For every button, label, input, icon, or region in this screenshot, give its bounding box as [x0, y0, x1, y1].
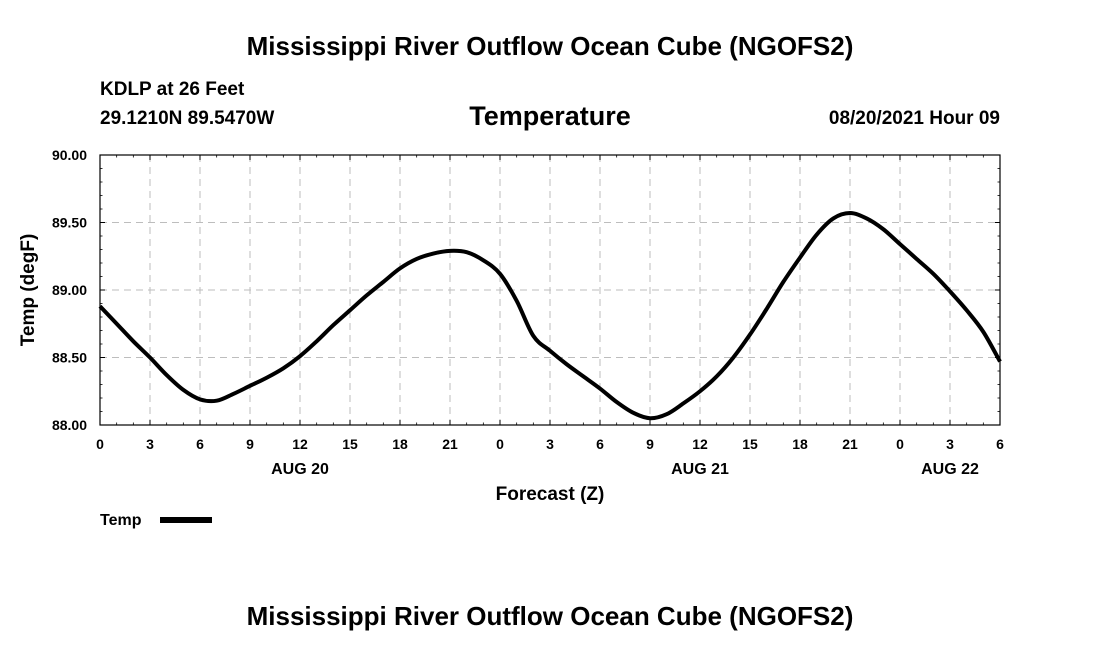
valid-time: 08/20/2021 Hour 09 — [829, 108, 1000, 129]
axis-ticks — [99, 154, 1001, 426]
y-tick-label: 89.50 — [52, 215, 87, 231]
x-tick-label: 21 — [842, 436, 858, 452]
x-tick-label: 18 — [392, 436, 408, 452]
series-layer — [98, 211, 1002, 421]
x-axis-label: Forecast (Z) — [496, 484, 605, 505]
grid-lines — [100, 155, 1000, 425]
x-tick-label: 21 — [442, 436, 458, 452]
station-coordinates: 29.1210N 89.5470W — [100, 108, 274, 129]
legend: Temp — [100, 512, 212, 529]
x-tick-label: 3 — [546, 436, 554, 452]
y-tick-label: 89.00 — [52, 282, 87, 298]
x-tick-label: 15 — [342, 436, 358, 452]
x-tick-label: 0 — [96, 436, 104, 452]
x-tick-label: 15 — [742, 436, 758, 452]
date-label: AUG 21 — [671, 461, 729, 478]
tick-labels: 0 3 6 9 12 15 18 21 0 3 6 9 12 15 18 21 0 3 6 88.00 88.50 89.… — [52, 147, 1004, 478]
x-tick-label: 6 — [196, 436, 204, 452]
y-tick-label: 88.00 — [52, 417, 87, 433]
x-tick-label: 3 — [946, 436, 954, 452]
x-tick-label: 6 — [596, 436, 604, 452]
y-tick-label: 90.00 — [52, 147, 87, 163]
x-tick-label: 3 — [146, 436, 154, 452]
x-tick-label: 9 — [246, 436, 254, 452]
x-tick-label: 0 — [896, 436, 904, 452]
chart-title: Temperature — [469, 101, 631, 131]
station-label: KDLP at 26 Feet — [100, 79, 245, 100]
footer-title: Mississippi River Outflow Ocean Cube (NG… — [247, 601, 854, 631]
x-tick-label: 12 — [292, 436, 308, 452]
date-label: AUG 22 — [921, 461, 979, 478]
x-tick-label: 9 — [646, 436, 654, 452]
x-tick-label: 18 — [792, 436, 808, 452]
date-label: AUG 20 — [271, 461, 329, 478]
legend-label: Temp — [100, 512, 142, 529]
y-axis-label: Temp (degF) — [18, 234, 39, 347]
x-tick-label: 12 — [692, 436, 708, 452]
page-title: Mississippi River Outflow Ocean Cube (NG… — [247, 31, 854, 61]
y-tick-label: 88.50 — [52, 350, 87, 366]
x-tick-label: 0 — [496, 436, 504, 452]
x-tick-label: 6 — [996, 436, 1004, 452]
